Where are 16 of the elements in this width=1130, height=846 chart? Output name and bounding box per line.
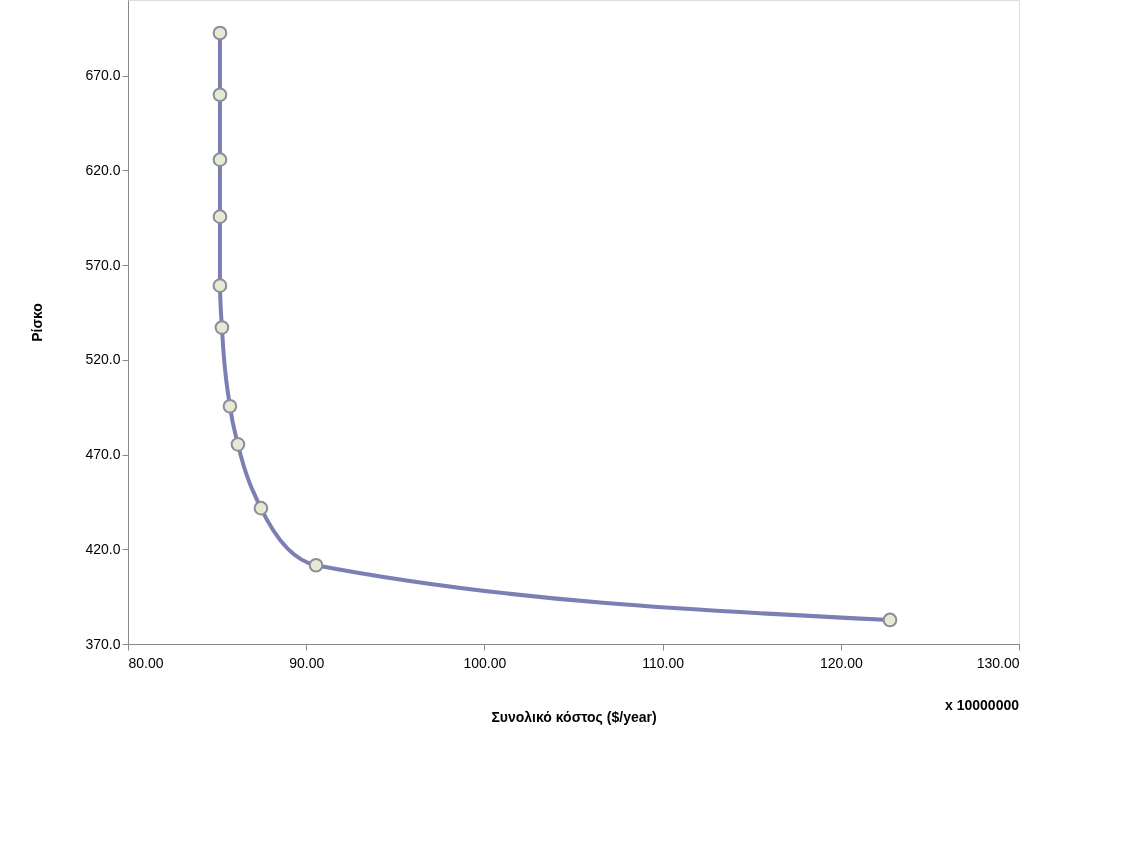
- text: x 10000000: [945, 697, 1020, 713]
- x-tick-label: 80.00: [128, 654, 164, 671]
- y-tick-label: 470.0: [85, 446, 121, 463]
- x-tick-label: 130.00: [976, 654, 1020, 671]
- y-tick-label: 620.0: [85, 161, 121, 178]
- x-axis-title: Συνολικό κόστος ($/year): [491, 708, 657, 725]
- x-tick-label: 120.00: [819, 654, 863, 671]
- y-tick-label: 520.0: [85, 351, 121, 368]
- y-tick-label: 420.0: [85, 540, 121, 557]
- y-axis-title: Ρίσκο: [29, 303, 46, 342]
- y-tick-label: 670.0: [85, 67, 121, 84]
- x-tick-label: 110.00: [642, 654, 685, 671]
- y-tick-label: 570.0: [85, 256, 121, 273]
- y-tick-label: 370.0: [85, 635, 121, 652]
- x-tick-label: 100.00: [463, 654, 507, 671]
- x-tick-label: 90.00: [289, 654, 325, 671]
